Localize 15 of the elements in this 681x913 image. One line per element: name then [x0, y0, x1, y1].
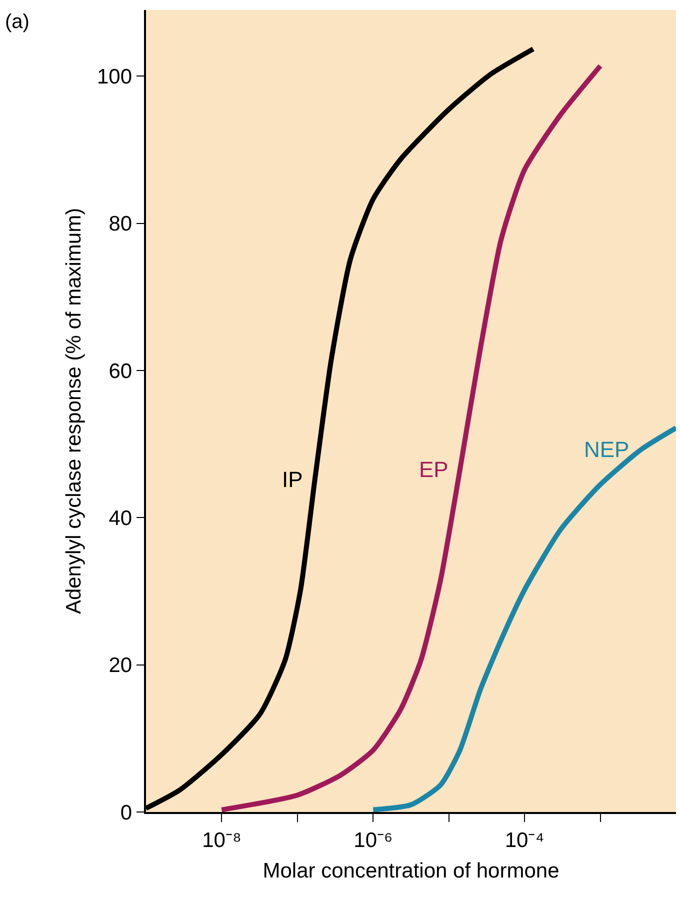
text: (a) [5, 11, 30, 33]
y-tick-label: 40 [108, 507, 132, 530]
x-tick-label: 10⁻⁸ [202, 828, 242, 852]
x-axis-title: Molar concentration of hormone [262, 860, 560, 883]
series-label: IP [282, 467, 303, 492]
y-axis-title: Adenylyl cyclase response (% of maximum) [62, 208, 86, 614]
y-tick-label: 100 [97, 66, 132, 89]
x-tick-label: 10⁻⁴ [504, 828, 544, 852]
y-tick-label: 20 [108, 654, 132, 678]
y-tick-label: 80 [108, 212, 132, 236]
series-label: NEP [584, 437, 630, 462]
series-label: EP [419, 457, 448, 482]
y-tick-label: 0 [120, 801, 132, 824]
x-tick-label: 10⁻⁶ [354, 828, 393, 852]
y-tick-label: 60 [108, 360, 132, 383]
